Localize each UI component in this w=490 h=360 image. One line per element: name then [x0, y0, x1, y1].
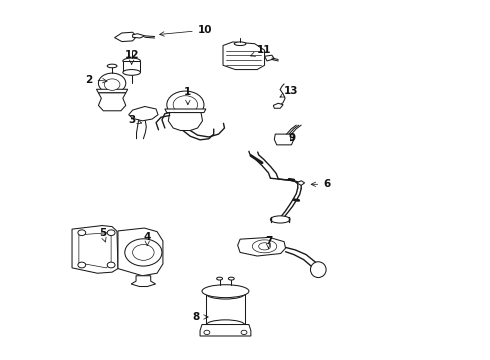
Polygon shape: [98, 93, 126, 111]
Bar: [123, 61, 141, 72]
Text: 3: 3: [128, 115, 142, 125]
Polygon shape: [133, 34, 145, 38]
Circle shape: [125, 239, 162, 266]
Ellipse shape: [217, 277, 222, 280]
Polygon shape: [72, 226, 118, 273]
Polygon shape: [115, 32, 137, 41]
Text: 9: 9: [288, 133, 295, 143]
Ellipse shape: [104, 79, 120, 90]
Text: 7: 7: [265, 236, 272, 249]
Polygon shape: [118, 228, 163, 276]
Polygon shape: [129, 107, 158, 121]
Polygon shape: [79, 233, 111, 268]
Ellipse shape: [311, 262, 326, 278]
Text: 11: 11: [251, 45, 272, 56]
Text: 1: 1: [184, 87, 192, 105]
Text: 13: 13: [280, 86, 299, 97]
Ellipse shape: [167, 91, 204, 118]
Polygon shape: [97, 89, 128, 93]
Circle shape: [107, 230, 115, 235]
Ellipse shape: [123, 69, 141, 75]
Circle shape: [107, 262, 115, 268]
Polygon shape: [223, 42, 265, 69]
Polygon shape: [274, 134, 294, 145]
Ellipse shape: [173, 96, 197, 114]
Ellipse shape: [206, 320, 245, 330]
Ellipse shape: [234, 42, 246, 45]
Text: 12: 12: [124, 50, 139, 64]
Ellipse shape: [98, 73, 126, 93]
Ellipse shape: [107, 64, 117, 68]
Ellipse shape: [270, 216, 290, 223]
Polygon shape: [297, 181, 305, 185]
Text: 2: 2: [85, 75, 107, 85]
Circle shape: [241, 330, 247, 334]
Polygon shape: [200, 324, 251, 336]
Polygon shape: [238, 237, 286, 256]
Ellipse shape: [123, 58, 141, 64]
Polygon shape: [131, 276, 156, 287]
Polygon shape: [273, 103, 283, 108]
Ellipse shape: [206, 288, 245, 299]
Text: 6: 6: [311, 179, 330, 189]
Circle shape: [204, 330, 210, 334]
Circle shape: [78, 262, 86, 268]
Text: 10: 10: [160, 25, 212, 36]
Ellipse shape: [228, 277, 234, 280]
Circle shape: [78, 230, 86, 235]
Polygon shape: [265, 55, 274, 61]
Polygon shape: [165, 109, 206, 113]
Text: 5: 5: [98, 228, 106, 242]
Polygon shape: [168, 113, 202, 131]
Text: 4: 4: [144, 232, 151, 246]
Ellipse shape: [202, 285, 249, 298]
Text: 8: 8: [193, 312, 208, 322]
Circle shape: [133, 244, 154, 260]
